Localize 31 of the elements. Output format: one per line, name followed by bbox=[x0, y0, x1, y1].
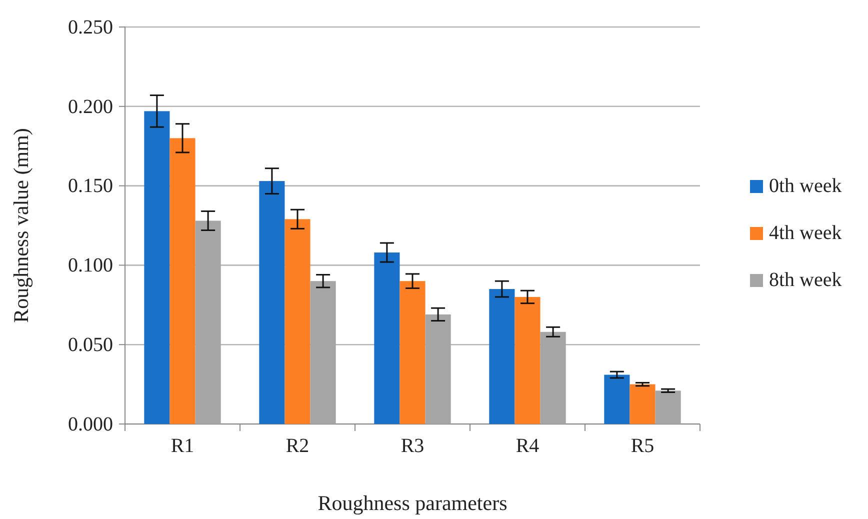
x-tick-label: R3 bbox=[400, 435, 424, 458]
bar bbox=[514, 296, 540, 424]
bar bbox=[195, 220, 221, 424]
bar bbox=[489, 289, 515, 424]
legend-label: 8th week bbox=[769, 269, 842, 291]
y-axis-title: Roughness value (mm) bbox=[9, 128, 33, 323]
y-tick-label: 0.250 bbox=[68, 16, 113, 38]
legend-label: 4th week bbox=[769, 222, 842, 244]
bar bbox=[604, 374, 630, 424]
x-tick-label: R2 bbox=[286, 435, 310, 458]
x-tick-label: R5 bbox=[630, 435, 654, 458]
bar bbox=[284, 219, 310, 424]
y-tick-label: 0.150 bbox=[68, 175, 113, 198]
y-tick-label: 0.200 bbox=[68, 96, 113, 118]
y-tick-label: 0.000 bbox=[68, 413, 113, 436]
y-tick-label: 0.050 bbox=[68, 334, 113, 356]
bar bbox=[259, 181, 285, 424]
x-axis-title: Roughness parameters bbox=[318, 491, 508, 515]
x-tick-label: R4 bbox=[516, 435, 540, 458]
bar bbox=[374, 252, 400, 424]
bar bbox=[400, 281, 426, 424]
legend-label: 0th week bbox=[769, 175, 842, 197]
x-tick-label: R1 bbox=[170, 435, 194, 458]
y-tick-label: 0.100 bbox=[68, 254, 113, 277]
bar bbox=[540, 332, 566, 424]
bar bbox=[655, 390, 681, 424]
bar bbox=[310, 281, 336, 424]
bar bbox=[630, 384, 656, 424]
bar bbox=[170, 138, 196, 424]
bar bbox=[144, 111, 170, 424]
bar bbox=[425, 314, 451, 424]
